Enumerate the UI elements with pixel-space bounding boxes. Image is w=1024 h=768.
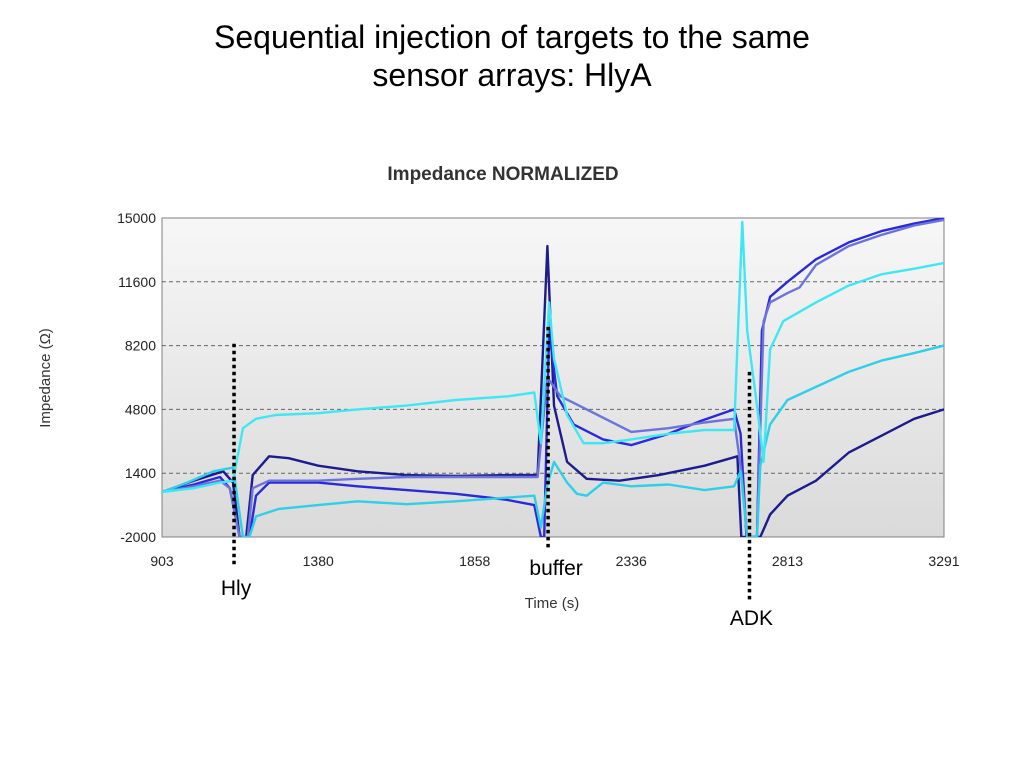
y-tick-label: 1400 bbox=[125, 465, 156, 481]
series-line-4 bbox=[162, 344, 944, 537]
y-tick-labels: -2000 1400 4800 8200 11600 15000 bbox=[117, 210, 156, 545]
y-tick-label: 15000 bbox=[117, 210, 156, 226]
chart-title: Impedance NORMALIZED bbox=[387, 164, 618, 185]
x-axis-label: Time (s) bbox=[525, 595, 579, 612]
series-line-3 bbox=[162, 218, 944, 537]
event-markers: Hly buffer ADK bbox=[221, 326, 773, 630]
slide-title-line-1: Sequential injection of targets to the s… bbox=[214, 19, 810, 55]
series-line-1 bbox=[162, 244, 944, 537]
y-tick-label: 11600 bbox=[118, 274, 156, 290]
y-axis-label: Impedance (Ω) bbox=[37, 328, 54, 428]
slide-title: Sequential injection of targets to the s… bbox=[112, 18, 912, 94]
marker-label-buffer: buffer bbox=[529, 557, 582, 580]
series-line-5 bbox=[162, 220, 944, 494]
y-tick-label: 4800 bbox=[125, 401, 156, 417]
y-tick-label: -2000 bbox=[120, 529, 156, 545]
x-tick-labels: 903 1380 1858 2336 2813 3291 bbox=[150, 553, 959, 569]
grid-lines bbox=[162, 281, 944, 474]
y-tick-label: 8200 bbox=[125, 338, 156, 354]
marker-label-hly: Hly bbox=[221, 577, 252, 600]
series-line-2 bbox=[162, 218, 944, 537]
x-tick-label: 903 bbox=[150, 553, 174, 569]
x-tick-label: 2336 bbox=[616, 553, 647, 569]
x-tick-label: 1380 bbox=[303, 553, 334, 569]
x-tick-label: 1858 bbox=[459, 553, 490, 569]
series-lines bbox=[162, 218, 944, 537]
marker-label-adk: ADK bbox=[730, 607, 773, 630]
x-tick-label: 2813 bbox=[772, 553, 803, 569]
x-tick-label: 3291 bbox=[928, 553, 959, 569]
slide-title-line-2: sensor arrays: HlyA bbox=[372, 57, 652, 93]
